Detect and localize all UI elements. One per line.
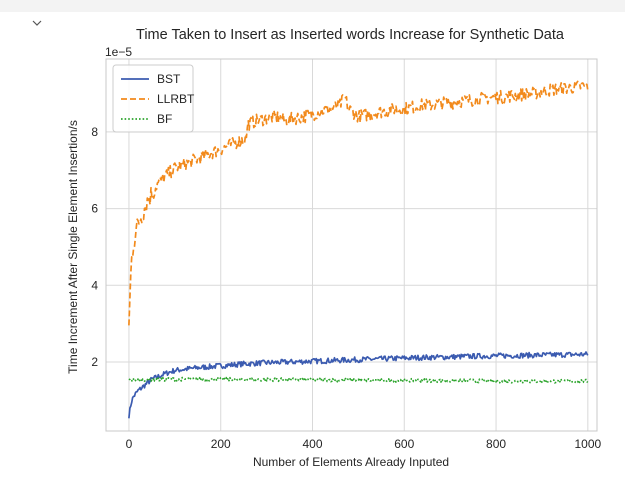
legend-label-llrbt: LLRBT bbox=[157, 92, 195, 106]
y-tick-label: 6 bbox=[91, 202, 98, 216]
series-layer bbox=[128, 80, 589, 419]
plot-frame bbox=[105, 58, 598, 432]
x-tick-label: 200 bbox=[211, 437, 231, 451]
x-tick-label: 1000 bbox=[574, 437, 601, 451]
grid bbox=[106, 59, 597, 431]
y-axis-label: Time Increment After Single Element Inse… bbox=[66, 120, 80, 374]
legend-label-bf: BF bbox=[157, 112, 172, 126]
y-tick-label: 2 bbox=[91, 355, 98, 369]
chevron-down-icon[interactable] bbox=[30, 16, 44, 30]
x-tick-label: 800 bbox=[486, 437, 506, 451]
series-bf-line bbox=[128, 376, 589, 384]
x-tick-label: 400 bbox=[302, 437, 322, 451]
legend-label-bst: BST bbox=[157, 72, 181, 86]
chart-title: Time Taken to Insert as Inserted words I… bbox=[136, 27, 565, 43]
y-tick-label: 4 bbox=[91, 278, 98, 292]
x-tick-label: 0 bbox=[126, 437, 133, 451]
series-bst-line bbox=[128, 351, 589, 419]
cell-toolbar bbox=[0, 0, 625, 12]
legend: BST LLRBT BF bbox=[112, 64, 195, 133]
y-tick-label: 8 bbox=[91, 125, 98, 139]
x-axis-label: Number of Elements Already Inputed bbox=[253, 455, 449, 469]
series-llrbt-line bbox=[128, 80, 589, 326]
x-tick-label: 600 bbox=[394, 437, 414, 451]
y-axis-scale-label: 1e−5 bbox=[105, 45, 132, 59]
tick-labels: 0 200 400 600 800 1000 2 4 6 8 bbox=[91, 125, 601, 451]
legend-box bbox=[112, 64, 194, 133]
